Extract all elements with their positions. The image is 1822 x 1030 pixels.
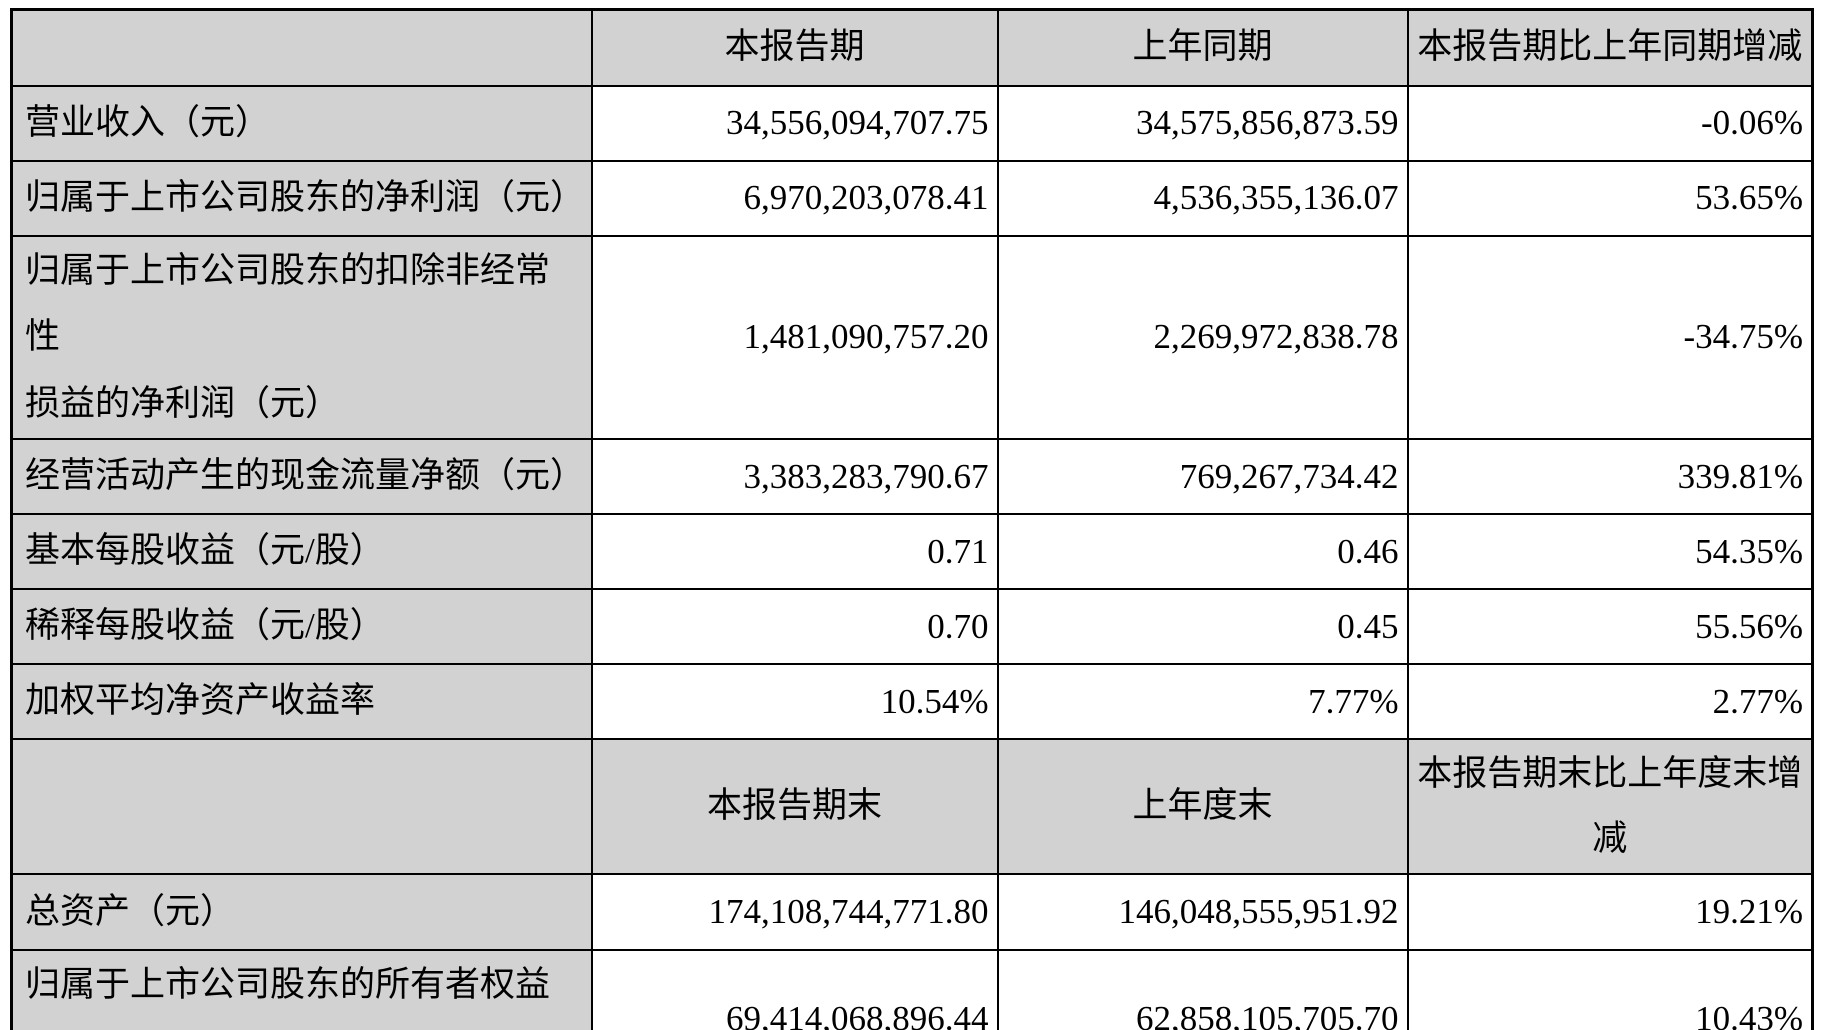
row-label: 加权平均净资产收益率 — [10, 663, 593, 740]
table-row-net-profit-excl-nonrecurring: 归属于上市公司股东的扣除非经常性 损益的净利润（元） 1,481,090,757… — [10, 234, 1814, 440]
value-prior: 146,048,555,951.92 — [996, 873, 1409, 951]
value-current: 6,970,203,078.41 — [590, 159, 999, 237]
value-current: 10.54% — [590, 663, 999, 740]
value-change: 55.56% — [1406, 588, 1814, 665]
column-header-prior-year-end: 上年度末 — [996, 738, 1409, 875]
period-end-header-empty-cell — [10, 738, 593, 875]
value-current: 69,414,068,896.44 — [590, 949, 999, 1030]
row-label: 总资产（元） — [10, 873, 593, 951]
table-row-total-assets: 总资产（元） 174,108,744,771.80 146,048,555,95… — [10, 873, 1814, 951]
table-row-net-profit: 归属于上市公司股东的净利润（元） 6,970,203,078.41 4,536,… — [10, 159, 1814, 237]
value-prior: 62,858,105,705.70 — [996, 949, 1409, 1030]
value-change: 53.65% — [1406, 159, 1814, 237]
row-label: 经营活动产生的现金流量净额（元） — [10, 438, 593, 515]
row-label: 归属于上市公司股东的净利润（元） — [10, 159, 593, 237]
value-change: -34.75% — [1406, 234, 1814, 440]
column-header-current-period: 本报告期 — [590, 8, 999, 87]
value-prior: 769,267,734.42 — [996, 438, 1409, 515]
value-current: 3,383,283,790.67 — [590, 438, 999, 515]
value-prior: 34,575,856,873.59 — [996, 84, 1409, 162]
row-label: 稀释每股收益（元/股） — [10, 588, 593, 665]
period-end-header-row: 本报告期末 上年度末 本报告期末比上年度末增 减 — [10, 738, 1814, 875]
period-header-row: 本报告期 上年同期 本报告期比上年同期增减 — [10, 8, 1814, 87]
value-change: -0.06% — [1406, 84, 1814, 162]
value-change: 2.77% — [1406, 663, 1814, 740]
table-row-operating-revenue: 营业收入（元） 34,556,094,707.75 34,575,856,873… — [10, 84, 1814, 162]
row-label: 基本每股收益（元/股） — [10, 513, 593, 590]
value-current: 34,556,094,707.75 — [590, 84, 999, 162]
value-change: 19.21% — [1406, 873, 1814, 951]
row-label: 归属于上市公司股东的扣除非经常性 损益的净利润（元） — [10, 234, 593, 440]
value-prior: 2,269,972,838.78 — [996, 234, 1409, 440]
value-current: 0.70 — [590, 588, 999, 665]
value-change: 10.43% — [1406, 949, 1814, 1030]
value-prior: 4,536,355,136.07 — [996, 159, 1409, 237]
table-row-diluted-eps: 稀释每股收益（元/股） 0.70 0.45 55.56% — [10, 588, 1814, 665]
value-prior: 7.77% — [996, 663, 1409, 740]
value-change: 54.35% — [1406, 513, 1814, 590]
value-current: 174,108,744,771.80 — [590, 873, 999, 951]
row-label: 营业收入（元） — [10, 84, 593, 162]
value-change: 339.81% — [1406, 438, 1814, 515]
column-header-current-period-end: 本报告期末 — [590, 738, 999, 875]
column-header-prior-period: 上年同期 — [996, 8, 1409, 87]
value-prior: 0.46 — [996, 513, 1409, 590]
financial-summary-table: 本报告期 上年同期 本报告期比上年同期增减 营业收入（元） 34,556,094… — [10, 8, 1814, 1030]
column-header-period-end-change: 本报告期末比上年度末增 减 — [1406, 738, 1814, 875]
value-current: 1,481,090,757.20 — [590, 234, 999, 440]
value-prior: 0.45 — [996, 588, 1409, 665]
table-row-operating-cash-flow: 经营活动产生的现金流量净额（元） 3,383,283,790.67 769,26… — [10, 438, 1814, 515]
column-header-period-change: 本报告期比上年同期增减 — [1406, 8, 1814, 87]
table-row-owners-equity: 归属于上市公司股东的所有者权益 （元） 69,414,068,896.44 62… — [10, 949, 1814, 1030]
table-row-basic-eps: 基本每股收益（元/股） 0.71 0.46 54.35% — [10, 513, 1814, 590]
value-current: 0.71 — [590, 513, 999, 590]
row-label: 归属于上市公司股东的所有者权益 （元） — [10, 949, 593, 1030]
period-header-empty-cell — [10, 8, 593, 87]
table-row-weighted-avg-roe: 加权平均净资产收益率 10.54% 7.77% 2.77% — [10, 663, 1814, 740]
